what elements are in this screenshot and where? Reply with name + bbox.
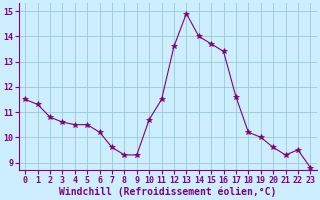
X-axis label: Windchill (Refroidissement éolien,°C): Windchill (Refroidissement éolien,°C) [59,186,276,197]
